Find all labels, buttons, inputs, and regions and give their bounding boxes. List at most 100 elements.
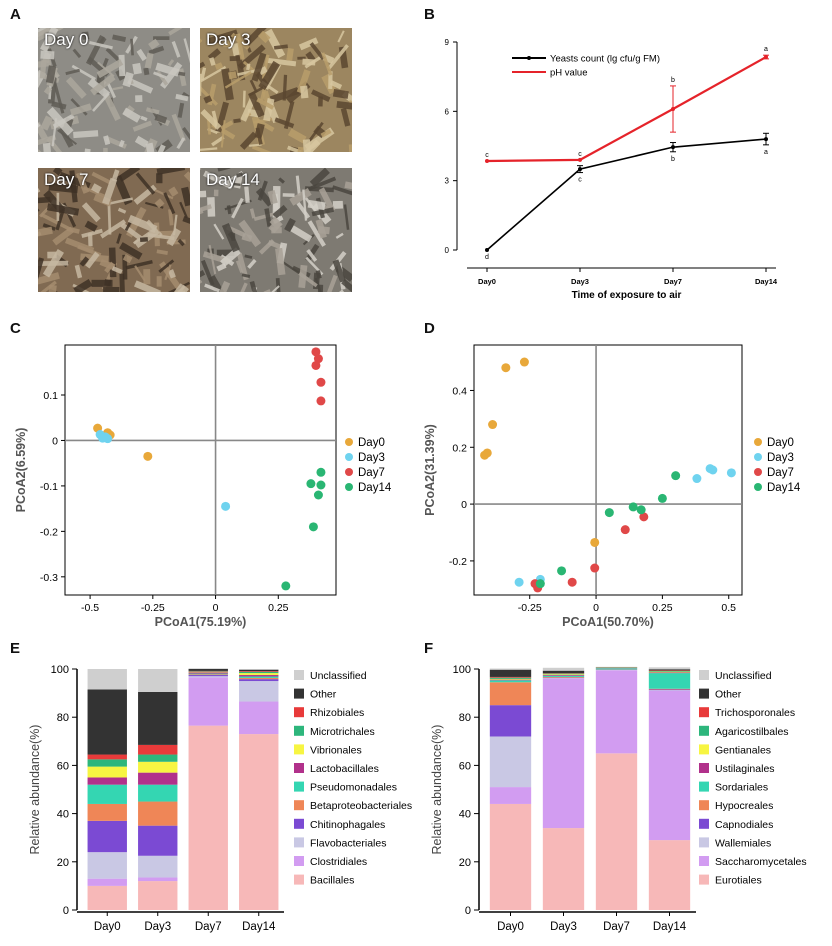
bar-segment-trichosporonales — [489, 676, 532, 678]
significance-letter: a — [764, 46, 768, 53]
photo-fragment — [177, 290, 185, 292]
legend-label: Rhizobiales — [310, 707, 364, 719]
photo-fragment — [182, 127, 190, 152]
data-point — [671, 107, 675, 112]
photo-fragment — [208, 244, 217, 275]
y-tick-label: 0 — [63, 905, 69, 917]
bar-segment-other — [239, 669, 279, 672]
photo-fragment — [335, 232, 344, 239]
scatter-point-day14 — [313, 490, 323, 500]
photo-fragment — [340, 107, 351, 127]
photo-fragment — [179, 201, 188, 219]
panel-label-c: C — [10, 320, 21, 337]
photo-fragment — [302, 58, 316, 66]
photo-fragment — [46, 137, 64, 152]
photo-fragment — [143, 67, 150, 76]
photo-fragment — [65, 68, 81, 76]
legend-label: Day0 — [767, 437, 794, 449]
x-tick-label: -0.5 — [81, 602, 99, 614]
photo-fragment — [282, 193, 295, 198]
bar-segment-gentianales — [648, 671, 691, 673]
y-tick-label: 80 — [459, 712, 471, 724]
photo-fragment — [251, 52, 267, 82]
photo-fragment — [117, 207, 127, 214]
x-tick-label: Day7 — [664, 277, 682, 286]
photo-fragment — [203, 170, 234, 190]
photo-fragment — [307, 220, 326, 247]
photo-fragment — [320, 128, 332, 138]
photo-fragment — [220, 120, 234, 131]
photo-fragment — [109, 197, 133, 205]
photo-fragment — [203, 95, 213, 104]
scatter-point-day3 — [95, 430, 105, 440]
y-tick-label: -0.2 — [40, 526, 58, 538]
legend-swatch — [699, 725, 709, 736]
bar-segment-eurotiales — [489, 803, 532, 910]
bar-segment-other — [188, 669, 228, 671]
photo-fragment — [163, 192, 176, 215]
photo-fragment — [171, 113, 186, 142]
photo-fragment — [257, 180, 268, 201]
photo-fragment — [311, 89, 331, 102]
photo-fragment — [183, 38, 190, 66]
photo-fragment — [140, 115, 148, 122]
legend-swatch — [699, 688, 709, 699]
photo-fragment — [135, 95, 143, 103]
photo-fragment — [116, 233, 122, 244]
photo-fragment — [42, 142, 52, 152]
significance-letter: d — [485, 254, 489, 261]
photo-fragment — [255, 187, 274, 207]
photo-fragment — [235, 33, 245, 60]
photo-texture — [200, 168, 352, 292]
photo-fragment — [119, 242, 143, 260]
x-tick-label: 0 — [213, 602, 219, 614]
scatter-point-day14 — [657, 493, 667, 503]
y-axis-title: PCoA2(6.59%) — [14, 428, 28, 513]
legend-swatch — [294, 856, 304, 866]
legend-label: Pseudomonadales — [310, 782, 397, 794]
photo-fragment — [127, 77, 154, 94]
bar-segment-saccharomycetales — [542, 678, 585, 829]
legend-swatch — [294, 781, 304, 792]
legend-label: Day7 — [358, 467, 385, 479]
bar-segment-lactobacillales — [188, 672, 228, 674]
bar-segment-capnodiales — [648, 689, 691, 691]
photo-fragment — [182, 216, 190, 228]
photo-fragment — [103, 147, 108, 152]
significance-letter: a — [764, 149, 768, 156]
photo-fragment — [206, 118, 212, 135]
photo-fragment — [172, 214, 178, 236]
photo-fragment — [38, 134, 57, 147]
bar-segment-betaproteobacteriales — [239, 677, 279, 680]
legend-label: Saccharomycetales — [715, 856, 807, 868]
panel-label-a: A — [10, 6, 21, 23]
legend-label: Microtrichales — [310, 726, 375, 738]
legend-label: Gentianales — [715, 744, 771, 756]
bar-segment-hypocreales — [489, 682, 532, 706]
photo-fragment — [83, 186, 105, 198]
bar-segment-bacillales — [239, 734, 279, 910]
legend-label: Vibrionales — [310, 744, 362, 756]
legend-swatch — [294, 725, 304, 736]
photo-texture — [38, 28, 190, 152]
photo-fragment — [327, 44, 349, 70]
photo-fragment — [269, 216, 283, 230]
x-tick-label: Day14 — [653, 921, 687, 933]
legend-marker — [754, 438, 762, 446]
bar-segment-other — [489, 669, 532, 677]
legend-label: Trichosporonales — [715, 707, 795, 719]
photo-fragment — [313, 272, 320, 290]
photo-fragment — [75, 171, 90, 194]
bar-segment-unclassified — [188, 668, 228, 669]
scatter-point-day7 — [639, 512, 649, 522]
scatter-point-day14 — [636, 505, 646, 515]
legend-swatch — [294, 707, 304, 718]
legend-marker — [754, 453, 762, 461]
scatter-point-day3 — [100, 432, 110, 442]
photo-fragment — [272, 204, 288, 219]
bar-segment-rhizobiales — [138, 744, 178, 755]
scatter-point-day7 — [313, 354, 323, 364]
bar-segment-microtrichales — [138, 754, 178, 762]
data-point — [578, 167, 582, 172]
bar-segment-clostridiales — [239, 701, 279, 735]
